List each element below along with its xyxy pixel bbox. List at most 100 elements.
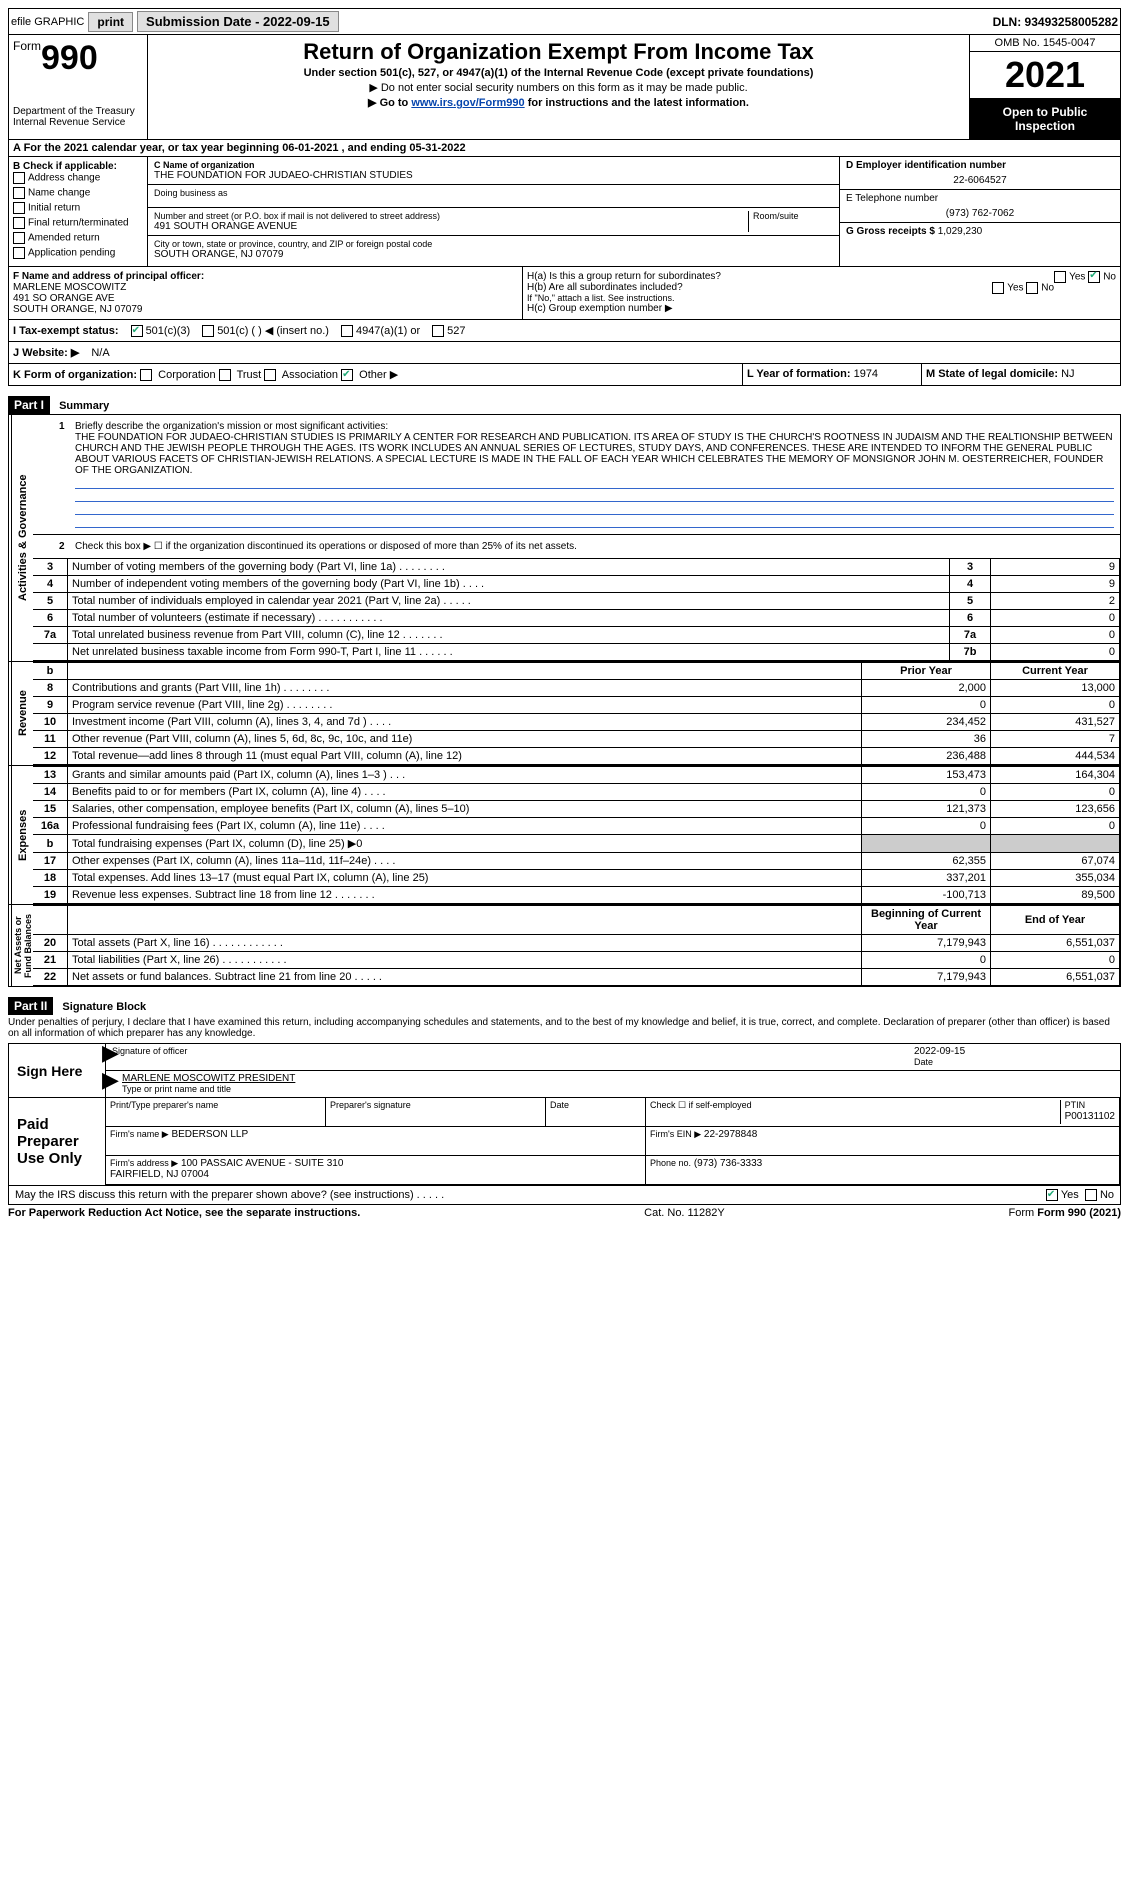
chk-assoc[interactable]: Association	[264, 369, 338, 381]
principal-addr2: SOUTH ORANGE, NJ 07079	[13, 304, 518, 315]
sign-here-label: Sign Here	[9, 1044, 106, 1097]
chk-application-pending[interactable]: Application pending	[13, 247, 143, 259]
hb-label: H(b) Are all subordinates included?	[527, 282, 683, 293]
m-state: M State of legal domicile: NJ	[922, 364, 1120, 385]
table-row: 13Grants and similar amounts paid (Part …	[33, 767, 1120, 784]
principal-label: F Name and address of principal officer:	[13, 271, 518, 282]
l-label: L Year of formation:	[747, 368, 851, 380]
pt-sig-cell: Preparer's signature	[326, 1098, 546, 1127]
sign-here-row: Sign Here ▶ Signature of officer2022-09-…	[9, 1044, 1120, 1097]
hc-label: H(c) Group exemption number ▶	[527, 303, 1116, 314]
address-cell: Number and street (or P.O. box if mail i…	[148, 208, 839, 236]
hb-yes: Yes	[1007, 283, 1023, 294]
firm-phone-cell: Phone no. (973) 736-3333	[646, 1156, 1120, 1185]
footer: For Paperwork Reduction Act Notice, see …	[8, 1205, 1121, 1219]
ein-cell: D Employer identification number 22-6064…	[840, 157, 1120, 190]
klm-row: K Form of organization: Corporation Trus…	[8, 364, 1121, 386]
expenses-table: 13Grants and similar amounts paid (Part …	[33, 766, 1120, 904]
hb-note: If "No," attach a list. See instructions…	[527, 293, 1116, 303]
chk-trust[interactable]: Trust	[219, 369, 262, 381]
k-form-org: K Form of organization: Corporation Trus…	[9, 364, 743, 385]
table-row: 19Revenue less expenses. Subtract line 1…	[33, 887, 1120, 904]
col-b-title: B Check if applicable:	[13, 161, 143, 172]
submission-date-button[interactable]: Submission Date - 2022-09-15	[137, 11, 339, 32]
addr-label: Number and street (or P.O. box if mail i…	[154, 211, 748, 221]
discuss-yes: Yes	[1061, 1189, 1079, 1201]
hdr-end: End of Year	[991, 906, 1120, 935]
footer-form: Form Form 990 (2021)	[1009, 1207, 1122, 1219]
vlabel-revenue: Revenue	[11, 662, 34, 765]
note-goto: ▶ Go to www.irs.gov/Form990 for instruct…	[156, 96, 961, 109]
sig-officer-line: ▶ Signature of officer2022-09-15Date	[106, 1044, 1120, 1071]
table-row: 6Total number of volunteers (estimate if…	[33, 610, 1120, 627]
table-row: 14Benefits paid to or for members (Part …	[33, 784, 1120, 801]
table-row: Net unrelated business taxable income fr…	[33, 644, 1120, 661]
form-subtitle: Under section 501(c), 527, or 4947(a)(1)…	[156, 67, 961, 79]
table-row: 7aTotal unrelated business revenue from …	[33, 627, 1120, 644]
vlabel-netassets: Net Assets or Fund Balances	[11, 905, 34, 986]
discuss-no: No	[1100, 1189, 1114, 1201]
preparer-grid: Print/Type preparer's name Preparer's si…	[106, 1098, 1120, 1185]
table-row: 11Other revenue (Part VIII, column (A), …	[33, 731, 1120, 748]
phone-value: (973) 762-7062	[846, 204, 1114, 219]
q2-block: 2 Check this box ▶ ☐ if the organization…	[33, 534, 1120, 558]
goto-post: for instructions and the latest informat…	[525, 97, 749, 109]
principal-officer: F Name and address of principal officer:…	[9, 267, 523, 319]
part1-header: Part I Summary	[8, 386, 1121, 414]
tax-exempt-row: I Tax-exempt status: 501(c)(3) 501(c) ( …	[8, 320, 1121, 342]
table-row: 20Total assets (Part X, line 16) . . . .…	[33, 935, 1120, 952]
table-row: 21Total liabilities (Part X, line 26) . …	[33, 952, 1120, 969]
print-button[interactable]: print	[88, 12, 133, 32]
revenue-table: b Prior Year Current Year 8Contributions…	[33, 662, 1120, 765]
table-row: 4Number of independent voting members of…	[33, 576, 1120, 593]
chk-527[interactable]: 527	[432, 325, 465, 337]
paid-preparer-right: Print/Type preparer's name Preparer's si…	[106, 1098, 1120, 1185]
sig-date-label: Date	[914, 1057, 933, 1067]
note-ssn: ▶ Do not enter social security numbers o…	[156, 81, 961, 94]
gross-label: G Gross receipts $	[846, 226, 935, 237]
chk-501c3[interactable]: 501(c)(3)	[131, 325, 191, 337]
chk-4947[interactable]: 4947(a)(1) or	[341, 325, 420, 337]
table-row: 10Investment income (Part VIII, column (…	[33, 714, 1120, 731]
discuss-no-chk[interactable]	[1085, 1189, 1097, 1201]
k-label: K Form of organization:	[13, 369, 137, 381]
pt-name-cell: Print/Type preparer's name	[106, 1098, 326, 1127]
pt-date-cell: Date	[546, 1098, 646, 1127]
chk-address-change[interactable]: Address change	[13, 172, 143, 184]
revenue-section: Revenue b Prior Year Current Year 8Contr…	[9, 661, 1120, 765]
chk-amended-return[interactable]: Amended return	[13, 232, 143, 244]
m-value: NJ	[1061, 368, 1074, 380]
discuss-row: May the IRS discuss this return with the…	[8, 1186, 1121, 1205]
part2-header: Part II Signature Block	[8, 987, 1121, 1015]
j-label: J Website: ▶	[13, 346, 79, 359]
org-name: THE FOUNDATION FOR JUDAEO-CHRISTIAN STUD…	[154, 170, 833, 181]
open-public-badge: Open to Public Inspection	[970, 99, 1120, 139]
h-section: H(a) Is this a group return for subordin…	[523, 267, 1120, 319]
form-title: Return of Organization Exempt From Incom…	[156, 39, 961, 65]
chk-final-return[interactable]: Final return/terminated	[13, 217, 143, 229]
chk-initial-return[interactable]: Initial return	[13, 202, 143, 214]
chk-corp[interactable]: Corporation	[140, 369, 216, 381]
arrow-icon: ▶	[102, 1040, 119, 1066]
name-title-line: ▶ MARLENE MOSCOWITZ PRESIDENTType or pri…	[106, 1071, 1120, 1097]
governance-table: 3Number of voting members of the governi…	[33, 558, 1120, 661]
top-bar: efile GRAPHIC print Submission Date - 20…	[8, 8, 1121, 35]
dept-treasury: Department of the Treasury Internal Reve…	[13, 106, 143, 128]
expenses-section: Expenses 13Grants and similar amounts pa…	[9, 765, 1120, 904]
col-right-ids: D Employer identification number 22-6064…	[839, 157, 1120, 266]
dba-cell: Doing business as	[148, 185, 839, 208]
perjury-declaration: Under penalties of perjury, I declare th…	[8, 1015, 1121, 1041]
mission-block: 1 Briefly describe the organization's mi…	[33, 415, 1120, 534]
chk-other[interactable]: Other ▶	[341, 369, 398, 381]
dln-label: DLN: 93493258005282	[993, 15, 1118, 29]
q2-text: Check this box ▶ ☐ if the organization d…	[75, 541, 577, 552]
efile-label: efile GRAPHIC	[11, 16, 84, 28]
part2-badge: Part II	[8, 997, 53, 1015]
form990-link[interactable]: www.irs.gov/Form990	[411, 97, 524, 109]
discuss-yes-chk[interactable]	[1046, 1189, 1058, 1201]
hb-no: No	[1041, 283, 1054, 294]
chk-name-change[interactable]: Name change	[13, 187, 143, 199]
q1-label: Briefly describe the organization's miss…	[75, 421, 388, 432]
footer-pra: For Paperwork Reduction Act Notice, see …	[8, 1207, 360, 1219]
chk-501c[interactable]: 501(c) ( ) ◀ (insert no.)	[202, 324, 329, 337]
